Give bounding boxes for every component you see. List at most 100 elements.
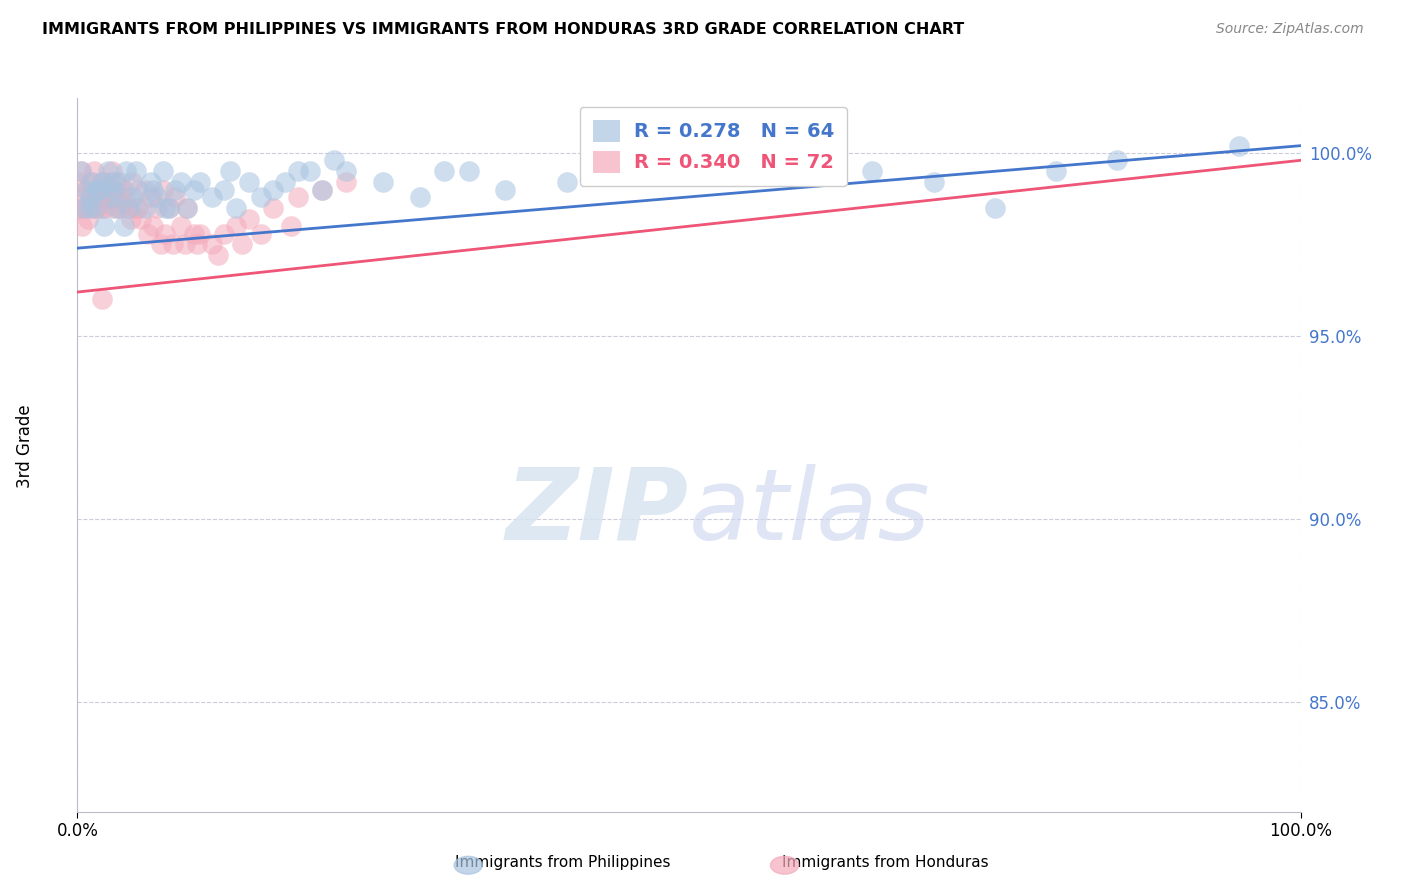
Point xyxy=(98,175,121,189)
Point xyxy=(86,190,108,204)
Point xyxy=(75,183,97,197)
Point xyxy=(250,227,273,241)
Point xyxy=(219,164,242,178)
Point xyxy=(127,183,149,197)
Point xyxy=(142,183,165,197)
Point xyxy=(121,190,143,204)
Point xyxy=(207,248,229,262)
Point xyxy=(298,164,321,178)
Point xyxy=(90,175,112,189)
Point xyxy=(112,219,135,234)
Point xyxy=(89,190,111,204)
Point xyxy=(555,175,578,189)
Point xyxy=(118,201,141,215)
Point xyxy=(79,175,101,189)
Legend: R = 0.278   N = 64, R = 0.340   N = 72: R = 0.278 N = 64, R = 0.340 N = 72 xyxy=(579,107,846,186)
Point xyxy=(96,183,118,197)
Point xyxy=(984,201,1007,215)
Point xyxy=(1045,164,1067,178)
Point xyxy=(72,201,94,215)
Point xyxy=(287,164,309,178)
Point xyxy=(121,175,143,189)
Point xyxy=(70,164,93,178)
Point xyxy=(225,201,247,215)
Point xyxy=(274,175,297,189)
Point xyxy=(108,175,131,189)
Point xyxy=(129,211,152,226)
Point xyxy=(176,201,198,215)
Point xyxy=(89,183,111,197)
Point xyxy=(155,201,177,215)
Point xyxy=(90,293,112,307)
Point xyxy=(335,175,357,189)
Point xyxy=(152,164,174,178)
Point xyxy=(84,201,107,215)
Point xyxy=(157,201,180,215)
Point xyxy=(433,164,456,178)
Point xyxy=(87,183,110,197)
Text: atlas: atlas xyxy=(689,464,931,560)
Point xyxy=(97,164,120,178)
Point xyxy=(76,201,98,215)
Text: IMMIGRANTS FROM PHILIPPINES VS IMMIGRANTS FROM HONDURAS 3RD GRADE CORRELATION CH: IMMIGRANTS FROM PHILIPPINES VS IMMIGRANT… xyxy=(42,22,965,37)
Point xyxy=(212,183,235,197)
Point xyxy=(108,201,131,215)
Point xyxy=(115,164,138,178)
Point xyxy=(115,190,138,204)
Point xyxy=(91,183,114,197)
Text: 3rd Grade: 3rd Grade xyxy=(17,404,34,488)
Point xyxy=(79,190,101,204)
Point xyxy=(97,190,120,204)
Point xyxy=(186,237,208,252)
Point xyxy=(409,190,432,204)
Point xyxy=(201,237,224,252)
Point xyxy=(740,164,762,178)
Point xyxy=(162,237,184,252)
Point xyxy=(149,237,172,252)
Point xyxy=(118,201,141,215)
Point xyxy=(287,190,309,204)
Point xyxy=(136,227,159,241)
Point xyxy=(170,175,193,189)
Point xyxy=(225,219,247,234)
Point xyxy=(93,219,115,234)
Point xyxy=(262,201,284,215)
Point xyxy=(139,190,162,204)
Point xyxy=(157,201,180,215)
Point xyxy=(100,175,122,189)
Point xyxy=(457,164,479,178)
Point xyxy=(134,183,156,197)
Point xyxy=(120,211,142,226)
Point xyxy=(1107,153,1129,168)
Point xyxy=(77,211,100,226)
Point xyxy=(238,211,260,226)
Point xyxy=(70,219,93,234)
Point xyxy=(72,190,94,204)
Point xyxy=(73,201,96,215)
Point xyxy=(93,201,115,215)
Point xyxy=(495,183,517,197)
Point xyxy=(212,227,235,241)
Point xyxy=(90,175,112,189)
Point xyxy=(87,183,110,197)
Point xyxy=(79,201,101,215)
Point xyxy=(80,190,103,204)
Point xyxy=(238,175,260,189)
Point xyxy=(108,201,131,215)
Point xyxy=(134,201,156,215)
Point xyxy=(101,201,124,215)
Point xyxy=(105,175,128,189)
Point xyxy=(617,164,640,178)
Point xyxy=(100,190,122,204)
Point xyxy=(75,183,97,197)
Point xyxy=(165,190,187,204)
Point xyxy=(280,219,302,234)
Point xyxy=(862,164,884,178)
Point xyxy=(231,237,253,252)
Point xyxy=(311,183,333,197)
Point xyxy=(165,183,187,197)
Point xyxy=(82,201,104,215)
Point xyxy=(250,190,273,204)
Point xyxy=(70,164,93,178)
Point xyxy=(262,183,284,197)
